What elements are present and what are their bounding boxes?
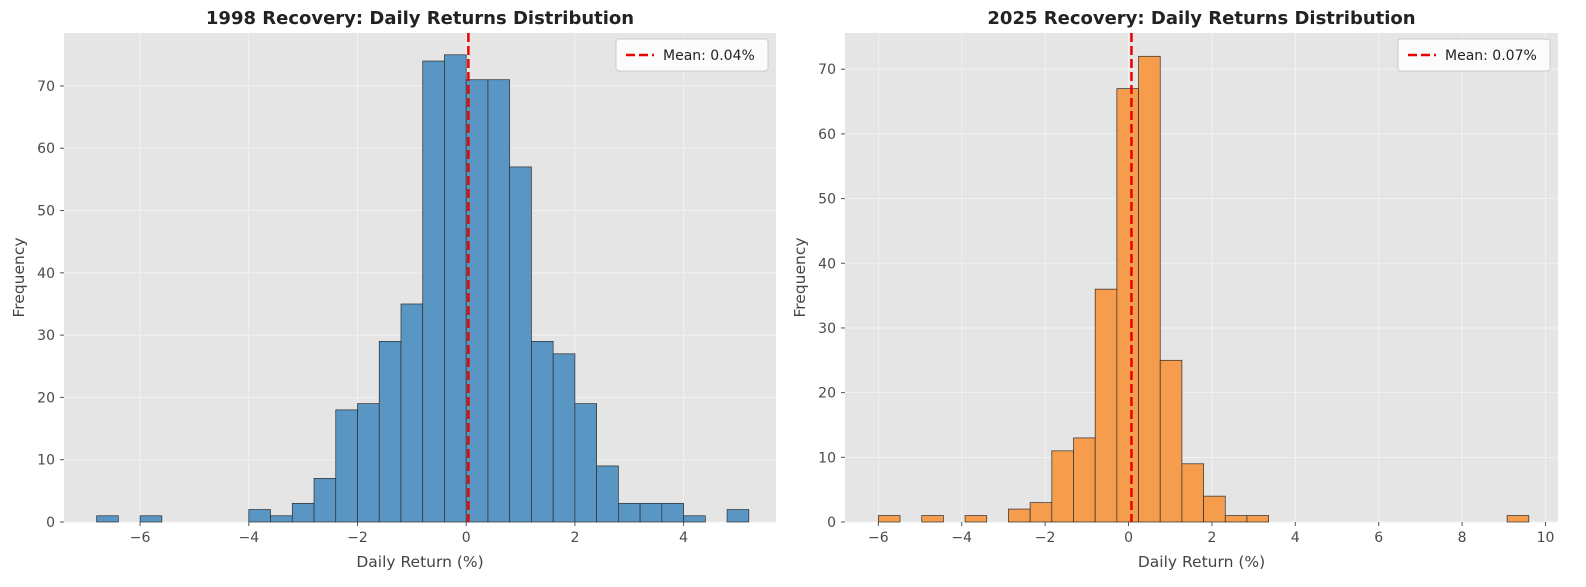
x-tick-label: 10: [1537, 530, 1555, 546]
x-tick-label: −6: [868, 530, 889, 546]
histogram-bar: [964, 515, 988, 523]
histogram-bar: [1094, 288, 1118, 523]
x-tick-label: 4: [1291, 530, 1300, 546]
x-tick-label: −4: [238, 530, 259, 546]
x-tick-label: 2: [570, 530, 579, 546]
histogram-bar: [1073, 437, 1096, 523]
y-axis-label: Frequency: [791, 237, 809, 317]
y-tick-label: 50: [37, 204, 55, 220]
histogram-bar: [444, 54, 467, 523]
legend-box: [1397, 38, 1551, 72]
y-axis-label: Frequency: [10, 237, 28, 317]
histogram-bar: [270, 515, 293, 523]
legend-box: [615, 38, 769, 72]
y-tick-label: 10: [818, 450, 836, 466]
x-tick-label: −4: [951, 530, 972, 546]
histogram-bar: [574, 403, 597, 523]
x-tick-label: 2: [1207, 530, 1216, 546]
histogram-bar: [139, 515, 163, 523]
histogram-bar: [1246, 515, 1269, 523]
histogram-bar: [1138, 55, 1161, 523]
y-tick-label: 20: [37, 390, 55, 406]
y-tick-label: 70: [818, 62, 836, 78]
x-tick-label: −6: [130, 530, 151, 546]
y-tick-label: 30: [818, 321, 836, 337]
histogram-bar: [1051, 450, 1074, 523]
histogram-bar: [357, 403, 380, 523]
plot-area: [845, 33, 1558, 522]
y-tick-label: 0: [46, 515, 55, 531]
histogram-bar: [1506, 515, 1530, 523]
histogram-bar: [248, 509, 271, 523]
y-tick-label: 30: [37, 328, 55, 344]
y-tick-label: 60: [37, 141, 55, 157]
y-tick-label: 70: [37, 79, 55, 95]
x-tick-label: 6: [1374, 530, 1383, 546]
histogram-bar: [552, 353, 576, 523]
histogram-bar: [683, 515, 706, 523]
x-tick-label: −2: [347, 530, 368, 546]
y-tick-label: 40: [818, 256, 836, 272]
histogram-bar: [291, 502, 315, 523]
x-tick-label: 4: [679, 530, 688, 546]
histogram-bar: [1116, 88, 1139, 523]
histogram-bar: [1203, 495, 1226, 523]
histogram-bar: [726, 509, 750, 523]
histogram-bar: [422, 60, 445, 523]
histogram-bar: [509, 166, 532, 523]
histogram-bar: [1159, 359, 1183, 523]
histogram-bar: [1008, 508, 1031, 523]
x-axis-label: Daily Return (%): [356, 553, 483, 571]
histogram-bar: [1224, 515, 1248, 523]
chart-2: −6 −4 −2 0 2 4 6 8 10 0 10 20 30 40 50 60 70 2025 Recover…: [791, 8, 1558, 571]
y-tick-label: 0: [827, 515, 836, 531]
x-tick-label: 8: [1458, 530, 1467, 546]
x-tick-label: −2: [1035, 530, 1056, 546]
y-tick-label: 10: [37, 453, 55, 469]
y-tick-label: 20: [818, 386, 836, 402]
legend: Mean: 0.04%: [615, 38, 769, 72]
histogram-bar: [96, 515, 119, 523]
histogram-bar: [596, 465, 619, 523]
x-tick-label: 0: [1124, 530, 1133, 546]
chart-title: 1998 Recovery: Daily Returns Distributio…: [206, 8, 634, 29]
x-axis-label: Daily Return (%): [1138, 553, 1265, 571]
y-tick-label: 40: [37, 266, 55, 282]
histogram-bar: [1029, 502, 1053, 523]
y-tick-label: 60: [818, 127, 836, 143]
histogram-bar: [313, 478, 337, 523]
histogram-bar: [661, 502, 684, 523]
histogram-bar: [878, 515, 901, 523]
histogram-bar: [335, 409, 358, 523]
y-tick-label: 50: [818, 192, 836, 208]
x-tick-label: 0: [462, 530, 471, 546]
histogram-bar: [921, 515, 944, 523]
histogram-bar: [487, 79, 511, 523]
legend-label: Mean: 0.04%: [663, 48, 755, 64]
histogram-bar: [400, 303, 424, 523]
histogram-bar: [1181, 463, 1204, 523]
histogram-bar: [618, 502, 641, 523]
chart-title: 2025 Recovery: Daily Returns Distributio…: [987, 8, 1415, 29]
legend-label: Mean: 0.07%: [1445, 48, 1537, 64]
histogram-bar: [531, 341, 554, 523]
histogram-bar: [639, 502, 663, 523]
histogram-bar: [378, 341, 402, 523]
legend: Mean: 0.07%: [1397, 38, 1551, 72]
